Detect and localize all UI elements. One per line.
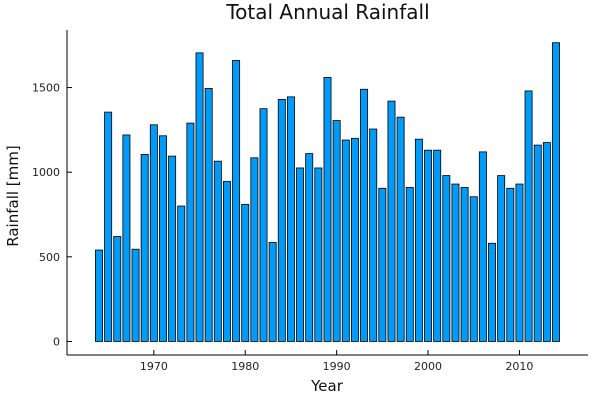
bar-2012 (533, 144, 542, 342)
bar-1992 (350, 137, 359, 342)
bar-1998 (405, 187, 414, 342)
bar-1980 (241, 203, 250, 342)
bar-1984 (277, 99, 286, 342)
bar-1969 (140, 154, 149, 342)
x-tick-label-1970: 1970 (140, 360, 168, 373)
bar-series (95, 42, 560, 342)
bar-1988 (314, 167, 323, 342)
bar-1975 (195, 52, 204, 342)
bar-1971 (159, 135, 167, 342)
bar-1979 (232, 60, 241, 342)
x-tick-label-1990: 1990 (323, 360, 351, 373)
bar-1967 (122, 134, 131, 342)
y-tick-label-1000: 1000 (32, 166, 60, 179)
bar-2004 (460, 187, 469, 342)
bar-1983 (268, 242, 277, 342)
bar-2001 (433, 149, 442, 342)
bar-1990 (332, 120, 341, 342)
bar-2009 (506, 187, 515, 342)
bar-1968 (131, 248, 140, 342)
bar-1996 (387, 100, 396, 342)
bar-2006 (478, 151, 487, 342)
bar-1964 (95, 249, 103, 342)
bar-1999 (414, 138, 423, 342)
bar-2014 (552, 42, 560, 342)
bar-1981 (250, 157, 259, 342)
bar-2007 (488, 242, 496, 342)
bar-1986 (296, 167, 305, 342)
y-axis-ticks: 0 500 1000 1500 (32, 82, 72, 348)
x-axis-ticks: 1970 1980 1990 2000 2010 (140, 350, 533, 373)
bar-1966 (113, 236, 122, 342)
bar-1970 (149, 124, 158, 342)
x-tick-label-2000: 2000 (414, 360, 442, 373)
bar-1977 (213, 160, 222, 342)
bar-1974 (186, 122, 195, 342)
bar-1995 (378, 187, 387, 342)
y-axis-title: Rainfall [mm] (4, 145, 22, 246)
y-tick-label-0: 0 (53, 335, 60, 348)
bar-2011 (524, 90, 533, 342)
x-tick-label-2010: 2010 (505, 360, 533, 373)
bar-2000 (424, 149, 433, 342)
y-tick-label-1500: 1500 (32, 82, 60, 95)
bar-1982 (259, 108, 268, 342)
bar-1989 (323, 77, 332, 342)
bar-1965 (104, 111, 113, 342)
bar-2003 (451, 183, 460, 342)
x-axis-title: Year (310, 377, 344, 395)
bar-1973 (177, 205, 186, 342)
x-tick-label-1980: 1980 (231, 360, 259, 373)
bar-2005 (469, 196, 478, 342)
bar-1994 (369, 128, 378, 342)
bar-1985 (286, 96, 295, 342)
bar-1997 (396, 116, 405, 342)
bar-2008 (497, 175, 506, 342)
bar-1993 (360, 88, 369, 342)
bar-1972 (168, 155, 177, 342)
bar-1987 (305, 153, 314, 342)
chart-title: Total Annual Rainfall (225, 0, 429, 24)
bar-1978 (222, 181, 231, 342)
y-tick-label-500: 500 (39, 251, 60, 264)
bar-2010 (515, 183, 524, 342)
bar-1991 (341, 139, 350, 342)
bar-2002 (442, 175, 451, 342)
bar-1976 (204, 88, 213, 342)
bar-2013 (542, 142, 551, 342)
